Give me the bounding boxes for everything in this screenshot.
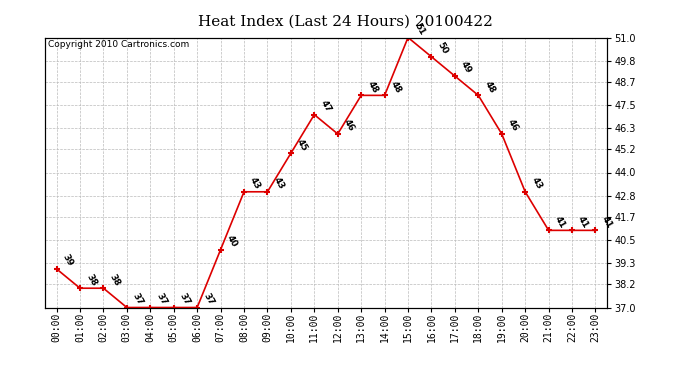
Text: Heat Index (Last 24 Hours) 20100422: Heat Index (Last 24 Hours) 20100422: [197, 15, 493, 29]
Text: Copyright 2010 Cartronics.com: Copyright 2010 Cartronics.com: [48, 40, 189, 49]
Text: 45: 45: [295, 137, 309, 152]
Text: 48: 48: [388, 79, 403, 94]
Text: 50: 50: [435, 41, 450, 56]
Text: 43: 43: [529, 176, 544, 191]
Text: 41: 41: [576, 214, 591, 230]
Text: 38: 38: [84, 272, 98, 287]
Text: 48: 48: [482, 79, 497, 94]
Text: 46: 46: [506, 118, 520, 133]
Text: 46: 46: [342, 118, 356, 133]
Text: 48: 48: [365, 79, 380, 94]
Text: 39: 39: [61, 253, 75, 268]
Text: 41: 41: [600, 214, 614, 230]
Text: 47: 47: [319, 98, 333, 114]
Text: 43: 43: [272, 176, 286, 191]
Text: 40: 40: [225, 234, 239, 249]
Text: 37: 37: [155, 291, 168, 307]
Text: 37: 37: [201, 291, 215, 307]
Text: 41: 41: [553, 214, 567, 230]
Text: 49: 49: [459, 60, 473, 75]
Text: 37: 37: [178, 291, 192, 307]
Text: 51: 51: [412, 21, 426, 37]
Text: 43: 43: [248, 176, 262, 191]
Text: 38: 38: [108, 272, 121, 287]
Text: 37: 37: [131, 291, 145, 307]
